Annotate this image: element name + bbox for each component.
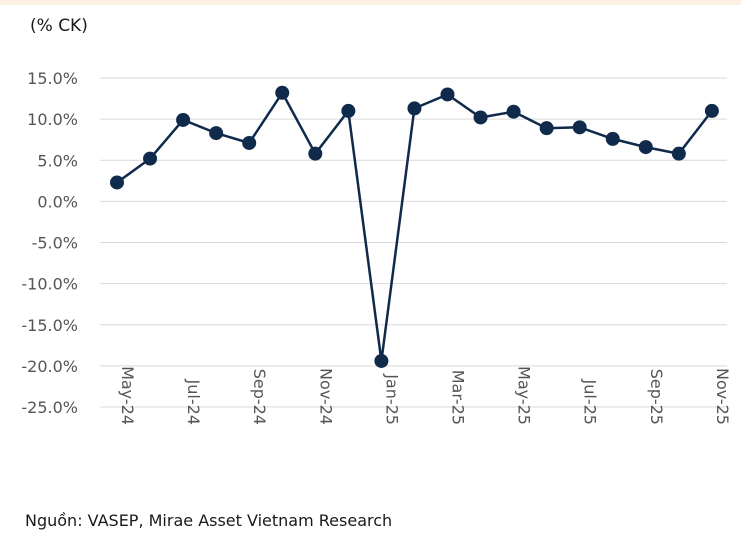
data-point <box>671 146 686 161</box>
x-tick-label: Jul-24 <box>184 379 203 425</box>
y-axis-ticks: 15.0% 10.0% 5.0% 0.0% -5.0% -10.0% -15.0% -20.0… <box>21 69 78 417</box>
data-point <box>572 120 587 135</box>
y-tick-label: -25.0% <box>21 398 78 417</box>
source-note: Nguồn: VASEP, Mirae Asset Vietnam Resear… <box>25 511 393 530</box>
data-point <box>605 131 620 146</box>
data-point <box>407 101 422 116</box>
x-tick-label: May-25 <box>515 366 534 425</box>
top-accent-strip <box>0 0 741 5</box>
y-tick-label: -5.0% <box>32 234 78 253</box>
y-tick-label: 15.0% <box>27 69 78 88</box>
data-point <box>308 146 323 161</box>
data-point <box>242 135 257 150</box>
x-tick-label: May-24 <box>118 366 137 425</box>
x-tick-label: Nov-25 <box>713 368 732 425</box>
x-tick-label: Mar-25 <box>449 370 468 425</box>
data-point <box>440 87 455 102</box>
data-point <box>176 112 191 127</box>
data-point <box>209 126 224 141</box>
y-tick-label: 10.0% <box>27 110 78 129</box>
data-points <box>110 85 719 368</box>
y-tick-label: -15.0% <box>21 316 78 335</box>
x-tick-label: Sep-24 <box>250 369 269 425</box>
y-tick-label: 5.0% <box>37 151 78 170</box>
y-tick-label: -20.0% <box>21 357 78 376</box>
x-tick-label: Sep-25 <box>647 369 666 425</box>
data-point <box>374 353 389 368</box>
y-tick-label: 0.0% <box>37 192 78 211</box>
data-point <box>704 103 719 118</box>
data-point <box>473 110 488 125</box>
x-tick-label: Nov-24 <box>316 368 335 425</box>
data-point <box>110 175 124 190</box>
data-point <box>539 121 554 136</box>
x-tick-label: Jul-25 <box>581 379 600 425</box>
data-point <box>638 140 653 155</box>
x-tick-label: Jan-25 <box>382 373 401 425</box>
series-line <box>116 90 713 362</box>
data-point <box>275 85 290 100</box>
y-axis-unit-label: (% CK) <box>30 16 88 36</box>
data-point <box>341 103 356 118</box>
data-point <box>143 151 158 166</box>
gridlines <box>100 77 727 408</box>
data-point <box>506 104 521 119</box>
y-tick-label: -10.0% <box>21 275 78 294</box>
x-axis-ticks: May-24 Jul-24 Sep-24 Nov-24 Jan-25 Mar-25 May-… <box>118 366 732 425</box>
